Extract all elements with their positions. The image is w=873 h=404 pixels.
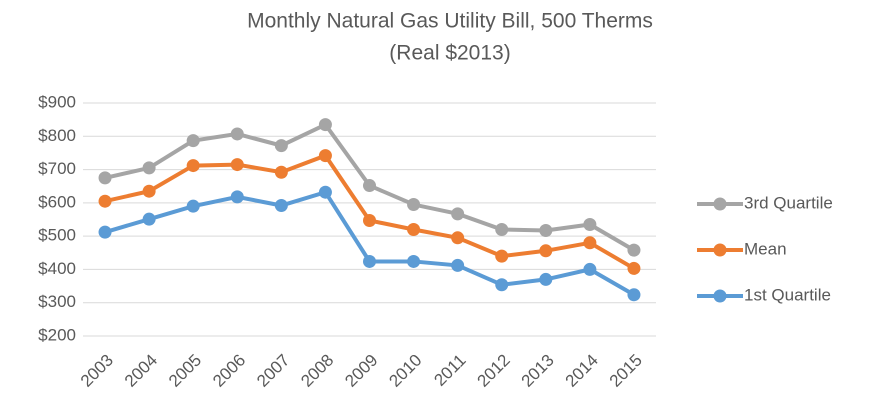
data-point <box>318 118 332 132</box>
x-tick-label: 2007 <box>253 351 293 391</box>
chart-subtitle: (Real $2013) <box>389 42 510 65</box>
data-point <box>230 190 244 204</box>
data-point <box>407 222 421 236</box>
y-tick-label: $300 <box>38 292 76 311</box>
data-point <box>627 261 641 275</box>
data-point <box>583 262 597 276</box>
y-tick-label: $900 <box>38 92 76 111</box>
data-point <box>230 158 244 172</box>
data-point <box>451 258 465 272</box>
x-tick-label: 2012 <box>474 351 514 391</box>
x-tick-label: 2011 <box>430 351 469 390</box>
data-point <box>407 198 421 212</box>
data-point <box>186 134 200 148</box>
data-point <box>274 165 288 179</box>
data-point <box>363 179 376 193</box>
data-point <box>186 199 200 213</box>
data-point <box>407 254 421 268</box>
x-tick-label: 2005 <box>165 351 205 391</box>
legend-label: 1st Quartile <box>744 285 831 304</box>
data-point <box>142 161 156 175</box>
data-point <box>274 139 288 153</box>
data-point <box>186 159 200 173</box>
x-tick-label: 2004 <box>121 351 161 391</box>
data-point <box>363 213 376 227</box>
data-point <box>627 243 641 257</box>
data-point <box>495 222 509 236</box>
data-point <box>230 127 244 141</box>
data-point <box>98 194 112 208</box>
data-point <box>142 212 156 226</box>
legend-marker <box>713 243 727 257</box>
x-tick-label: 2014 <box>562 351 602 391</box>
data-point <box>98 171 112 185</box>
data-point <box>98 225 112 239</box>
data-point <box>451 231 465 245</box>
x-tick-label: 2015 <box>606 351 646 391</box>
data-point <box>495 278 509 292</box>
x-tick-label: 2008 <box>297 351 337 391</box>
data-point <box>274 199 288 213</box>
chart-title: Monthly Natural Gas Utility Bill, 500 Th… <box>247 10 653 33</box>
data-point <box>539 244 553 258</box>
series-line <box>104 189 635 297</box>
legend-marker <box>713 289 727 303</box>
y-tick-label: $500 <box>38 226 76 245</box>
data-point <box>539 223 553 237</box>
data-point <box>318 185 332 199</box>
data-point <box>539 272 553 286</box>
x-tick-label: 2010 <box>385 351 425 391</box>
legend-label: Mean <box>744 239 787 258</box>
x-tick-label: 2009 <box>341 351 381 391</box>
y-tick-label: $600 <box>38 192 76 211</box>
legend-marker <box>713 197 727 211</box>
x-tick-label: 2006 <box>209 351 249 391</box>
y-tick-label: $700 <box>38 159 76 178</box>
y-tick-label: $800 <box>38 126 76 145</box>
y-tick-label: $200 <box>38 325 76 344</box>
x-tick-label: 2003 <box>77 351 117 391</box>
data-point <box>363 254 376 268</box>
data-point <box>627 288 641 302</box>
data-point <box>495 249 509 263</box>
legend-label: 3rd Quartile <box>744 193 833 212</box>
data-point <box>583 236 597 250</box>
data-point <box>318 149 332 163</box>
data-point <box>583 217 597 231</box>
x-tick-label: 2013 <box>518 351 558 391</box>
data-point <box>451 207 465 221</box>
data-point <box>142 184 156 198</box>
series-line <box>104 153 635 271</box>
y-tick-label: $400 <box>38 259 76 278</box>
